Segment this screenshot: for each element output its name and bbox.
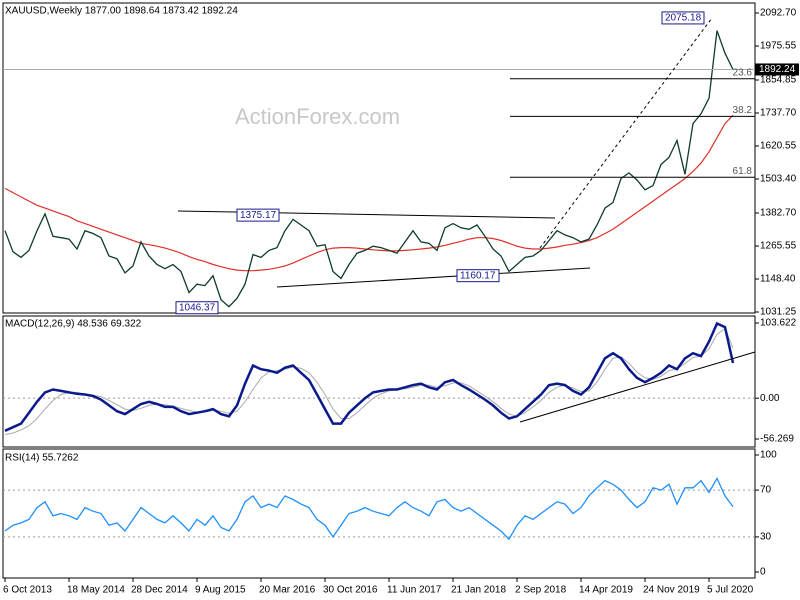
y-tick-label: 30 [760, 532, 772, 543]
x-tick-label: 21 Jan 2018 [451, 585, 506, 596]
level-box [661, 11, 705, 25]
y-tick-label: 100 [760, 450, 777, 461]
panel-title: MACD(12,26,9) 48.536 69.322 [5, 319, 142, 330]
series-line [4, 30, 734, 308]
level-label: 1160.17 [460, 270, 496, 281]
y-tick-label: 1737.70 [760, 108, 797, 119]
fib-label: 61.8 [733, 166, 753, 177]
panel-frame [2, 448, 756, 579]
level-label: 2075.18 [665, 13, 702, 24]
y-tick-label: 1265.55 [760, 241, 797, 252]
last-price-label: 1892.24 [759, 64, 796, 75]
level-box [456, 269, 500, 283]
y-tick-label: -56.269 [760, 434, 794, 445]
fib-label: 23.6 [733, 67, 753, 78]
series-line [4, 321, 735, 432]
y-tick-label: 70 [760, 485, 772, 496]
panel-title: XAUUSD,Weekly 1877.00 1898.64 1873.42 18… [5, 6, 238, 17]
watermark: ActionForex.com [235, 104, 400, 129]
y-tick-label: 1503.40 [760, 174, 797, 185]
series-line [4, 476, 734, 541]
panel-title: RSI(14) 55.7262 [5, 453, 79, 464]
y-tick-label: 1148.40 [760, 274, 796, 285]
x-tick-label: 2 Sep 2018 [515, 585, 567, 596]
x-tick-label: 9 Aug 2015 [195, 585, 246, 596]
series-line [4, 114, 734, 272]
y-tick-label: 1854.85 [760, 75, 797, 86]
y-tick-label: 1382.70 [760, 208, 797, 219]
last-price-box [755, 63, 799, 76]
x-tick-label: 5 Jul 2020 [707, 585, 754, 596]
x-tick-label: 24 Nov 2019 [643, 585, 700, 596]
level-label: 1375.17 [240, 210, 277, 221]
y-tick-label: 2092.70 [760, 8, 797, 19]
x-tick-label: 28 Dec 2014 [131, 585, 188, 596]
x-tick-label: 30 Oct 2016 [323, 585, 378, 596]
x-tick-label: 6 Oct 2013 [3, 585, 52, 596]
y-tick-label: 1031.25 [760, 307, 797, 318]
series-line [4, 327, 734, 435]
trend-line [276, 267, 591, 288]
fib-label: 38.2 [733, 105, 753, 116]
x-tick-label: 14 Apr 2019 [579, 585, 633, 596]
x-tick-label: 20 Mar 2016 [259, 585, 316, 596]
x-tick-label: 18 May 2014 [67, 585, 125, 596]
y-tick-label: 0 [760, 567, 766, 578]
panel-frame [2, 2, 756, 314]
y-tick-label: 0.00 [760, 393, 780, 404]
level-box [236, 208, 280, 222]
y-tick-label: 1620.55 [760, 141, 797, 152]
x-tick-label: 11 Jun 2017 [387, 585, 442, 596]
trend-line [519, 351, 756, 423]
level-box [175, 301, 219, 315]
y-tick-label: 1975.55 [760, 41, 797, 52]
y-tick-label: 103.622 [760, 318, 797, 329]
level-label: 1046.37 [179, 302, 216, 313]
panel-frame [2, 315, 756, 448]
